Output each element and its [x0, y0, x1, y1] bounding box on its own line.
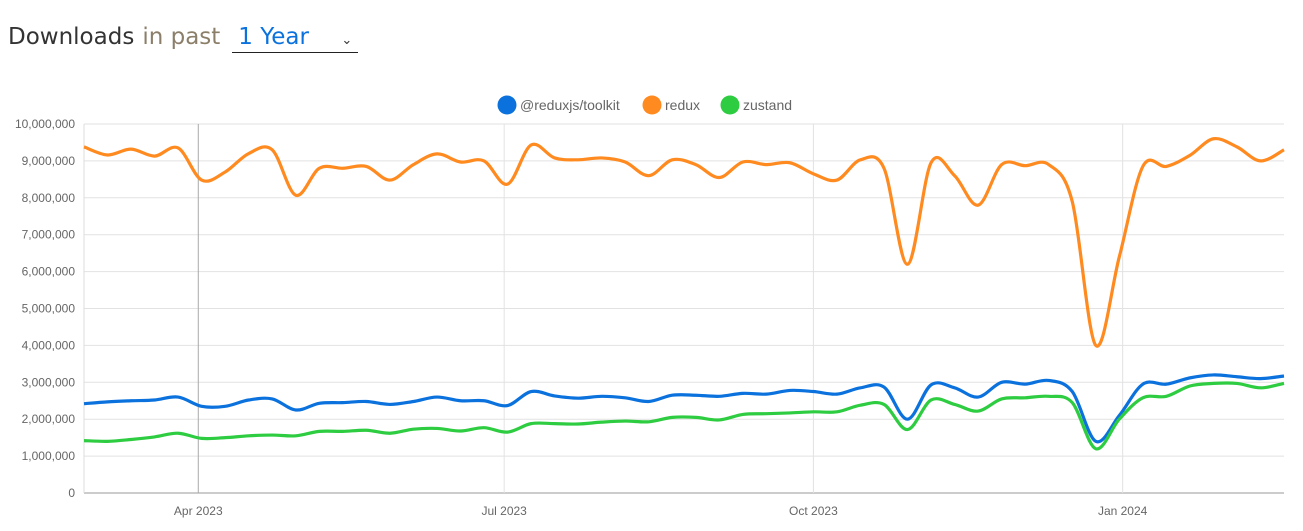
legend-label: redux: [665, 97, 700, 113]
series-line-zustand: [83, 381, 1285, 451]
x-tick-label: Jul 2023: [481, 504, 527, 518]
legend-swatch: [642, 95, 662, 115]
page-subtitle: in past: [142, 24, 221, 50]
page-title: Downloads: [8, 24, 135, 50]
y-tick-label: 5,000,000: [22, 302, 76, 316]
x-tick-label: Apr 2023: [174, 504, 223, 518]
y-tick-label: 10,000,000: [15, 117, 75, 131]
legend-swatch: [720, 95, 740, 115]
series-line-reduxjstoolkit: [83, 373, 1285, 444]
y-tick-label: 6,000,000: [22, 265, 76, 279]
y-tick-label: 1,000,000: [22, 449, 76, 463]
y-tick-label: 9,000,000: [22, 154, 76, 168]
x-tick-label: Oct 2023: [789, 504, 838, 518]
chevron-down-icon: ⌄: [341, 33, 353, 48]
y-tick-label: 3,000,000: [22, 375, 76, 389]
y-tick-label: 2,000,000: [22, 412, 76, 426]
y-tick-label: 0: [68, 486, 75, 500]
y-tick-label: 8,000,000: [22, 191, 76, 205]
y-tick-label: 4,000,000: [22, 338, 76, 352]
period-select[interactable]: 1 Year ⌄: [232, 24, 359, 53]
legend-label: zustand: [743, 97, 792, 113]
header: Downloads in past 1 Year ⌄: [8, 24, 359, 53]
x-tick-label: Jan 2024: [1098, 504, 1148, 518]
series-line-redux: [83, 136, 1285, 348]
period-select-value: 1 Year: [238, 24, 309, 50]
legend-swatch: [497, 95, 517, 115]
legend-label: @reduxjs/toolkit: [520, 97, 620, 113]
y-tick-label: 7,000,000: [22, 228, 76, 242]
